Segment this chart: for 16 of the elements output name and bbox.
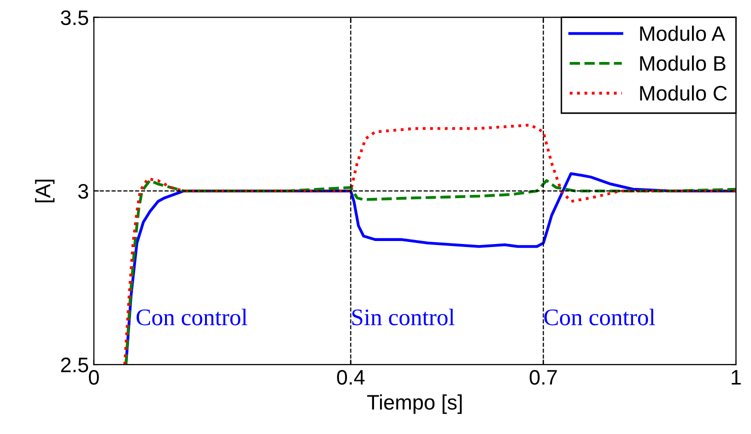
x-tick-label: 0 — [88, 370, 99, 385]
legend-label: Modulo C — [640, 85, 727, 101]
legend-label: Modulo B — [640, 56, 726, 71]
legend-label: Modulo A — [640, 26, 726, 41]
y-tick-label: 3.5 — [60, 10, 88, 26]
annotation: Con control — [544, 308, 656, 326]
line-series — [123, 124, 736, 365]
annotation: Con control — [136, 308, 248, 326]
x-axis-title: Tiempo [s] — [367, 394, 462, 414]
y-tick-label: 3 — [78, 184, 88, 199]
x-tick-label: 1 — [732, 370, 741, 385]
y-tick-label: 2.5 — [61, 358, 88, 372]
y-axis-title: [A] — [35, 180, 54, 202]
x-tick-label: 0.4 — [337, 370, 365, 385]
x-tick-label: 0.7 — [530, 370, 557, 385]
annotation: Sin control — [352, 308, 455, 326]
